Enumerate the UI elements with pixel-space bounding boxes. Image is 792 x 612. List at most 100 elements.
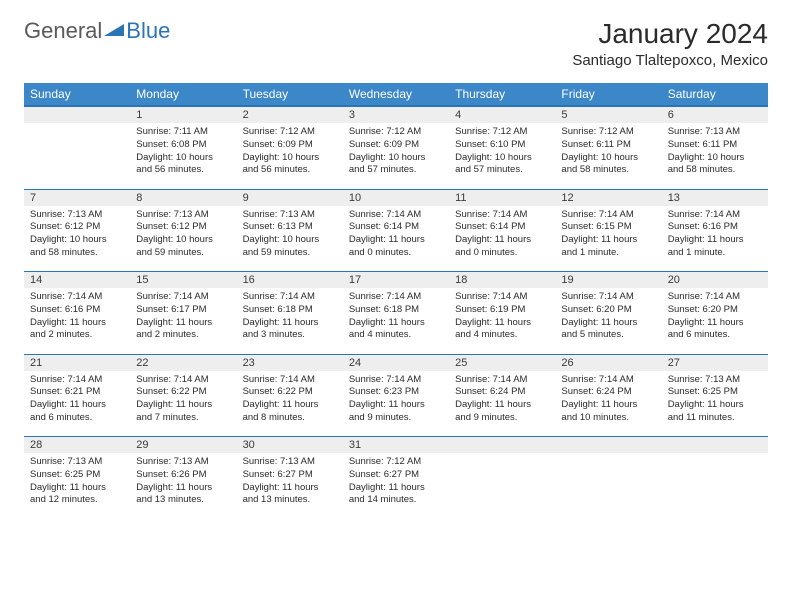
month-title: January 2024 xyxy=(572,18,768,50)
day-body-cell: Sunrise: 7:14 AMSunset: 6:20 PMDaylight:… xyxy=(555,288,661,354)
daylight-text: Daylight: 11 hours and 0 minutes. xyxy=(349,234,443,260)
sunrise-text: Sunrise: 7:14 AM xyxy=(561,291,655,304)
day-body-cell: Sunrise: 7:14 AMSunset: 6:18 PMDaylight:… xyxy=(343,288,449,354)
day-number-cell: 7 xyxy=(24,189,130,206)
sunrise-text: Sunrise: 7:14 AM xyxy=(561,209,655,222)
day-number-cell: 26 xyxy=(555,354,661,371)
daylight-text: Daylight: 10 hours and 56 minutes. xyxy=(136,152,230,178)
sunrise-text: Sunrise: 7:13 AM xyxy=(243,456,337,469)
sunrise-text: Sunrise: 7:14 AM xyxy=(561,374,655,387)
day-number-cell: 22 xyxy=(130,354,236,371)
sunrise-text: Sunrise: 7:14 AM xyxy=(243,374,337,387)
sunrise-text: Sunrise: 7:12 AM xyxy=(561,126,655,139)
day-body-cell xyxy=(24,123,130,189)
calendar-page: General Blue January 2024 Santiago Tlalt… xyxy=(0,0,792,537)
weekday-header: Wednesday xyxy=(343,83,449,106)
sunset-text: Sunset: 6:19 PM xyxy=(455,304,549,317)
daylight-text: Daylight: 11 hours and 2 minutes. xyxy=(136,317,230,343)
day-number-cell: 2 xyxy=(237,106,343,123)
day-number-cell xyxy=(662,437,768,454)
day-body-cell: Sunrise: 7:13 AMSunset: 6:26 PMDaylight:… xyxy=(130,453,236,519)
day-number-row: 123456 xyxy=(24,106,768,123)
sunrise-text: Sunrise: 7:11 AM xyxy=(136,126,230,139)
day-number-row: 14151617181920 xyxy=(24,272,768,289)
day-body-cell xyxy=(555,453,661,519)
sunset-text: Sunset: 6:15 PM xyxy=(561,221,655,234)
day-number-cell: 18 xyxy=(449,272,555,289)
day-number-cell: 25 xyxy=(449,354,555,371)
day-body-cell: Sunrise: 7:12 AMSunset: 6:27 PMDaylight:… xyxy=(343,453,449,519)
day-body-cell: Sunrise: 7:14 AMSunset: 6:20 PMDaylight:… xyxy=(662,288,768,354)
daylight-text: Daylight: 11 hours and 7 minutes. xyxy=(136,399,230,425)
sunset-text: Sunset: 6:26 PM xyxy=(136,469,230,482)
day-body-cell: Sunrise: 7:14 AMSunset: 6:18 PMDaylight:… xyxy=(237,288,343,354)
daylight-text: Daylight: 11 hours and 11 minutes. xyxy=(668,399,762,425)
sunrise-text: Sunrise: 7:13 AM xyxy=(136,456,230,469)
daylight-text: Daylight: 11 hours and 8 minutes. xyxy=(243,399,337,425)
calendar-body: 123456Sunrise: 7:11 AMSunset: 6:08 PMDay… xyxy=(24,106,768,519)
daylight-text: Daylight: 11 hours and 13 minutes. xyxy=(136,482,230,508)
day-body-cell: Sunrise: 7:14 AMSunset: 6:23 PMDaylight:… xyxy=(343,371,449,437)
day-body-cell: Sunrise: 7:14 AMSunset: 6:19 PMDaylight:… xyxy=(449,288,555,354)
sunrise-text: Sunrise: 7:13 AM xyxy=(136,209,230,222)
sunrise-text: Sunrise: 7:13 AM xyxy=(30,209,124,222)
sunset-text: Sunset: 6:09 PM xyxy=(349,139,443,152)
day-body-cell: Sunrise: 7:14 AMSunset: 6:22 PMDaylight:… xyxy=(130,371,236,437)
daylight-text: Daylight: 11 hours and 6 minutes. xyxy=(30,399,124,425)
sunset-text: Sunset: 6:21 PM xyxy=(30,386,124,399)
day-body-cell: Sunrise: 7:14 AMSunset: 6:24 PMDaylight:… xyxy=(449,371,555,437)
day-body-cell: Sunrise: 7:13 AMSunset: 6:12 PMDaylight:… xyxy=(130,206,236,272)
daylight-text: Daylight: 11 hours and 9 minutes. xyxy=(455,399,549,425)
day-number-cell: 9 xyxy=(237,189,343,206)
weekday-header: Saturday xyxy=(662,83,768,106)
day-number-row: 21222324252627 xyxy=(24,354,768,371)
sunrise-text: Sunrise: 7:14 AM xyxy=(136,291,230,304)
day-body-cell: Sunrise: 7:14 AMSunset: 6:14 PMDaylight:… xyxy=(343,206,449,272)
sunset-text: Sunset: 6:13 PM xyxy=(243,221,337,234)
day-body-cell: Sunrise: 7:13 AMSunset: 6:25 PMDaylight:… xyxy=(24,453,130,519)
day-body-cell: Sunrise: 7:12 AMSunset: 6:11 PMDaylight:… xyxy=(555,123,661,189)
logo-text-blue: Blue xyxy=(126,18,170,44)
sunset-text: Sunset: 6:11 PM xyxy=(561,139,655,152)
sunrise-text: Sunrise: 7:13 AM xyxy=(243,209,337,222)
sunrise-text: Sunrise: 7:14 AM xyxy=(455,291,549,304)
sunset-text: Sunset: 6:14 PM xyxy=(455,221,549,234)
sunset-text: Sunset: 6:20 PM xyxy=(561,304,655,317)
sunrise-text: Sunrise: 7:14 AM xyxy=(668,209,762,222)
daylight-text: Daylight: 11 hours and 9 minutes. xyxy=(349,399,443,425)
daylight-text: Daylight: 11 hours and 1 minute. xyxy=(561,234,655,260)
day-body-cell: Sunrise: 7:13 AMSunset: 6:27 PMDaylight:… xyxy=(237,453,343,519)
day-number-cell: 30 xyxy=(237,437,343,454)
day-number-cell: 12 xyxy=(555,189,661,206)
daylight-text: Daylight: 10 hours and 57 minutes. xyxy=(349,152,443,178)
day-number-cell: 4 xyxy=(449,106,555,123)
day-body-cell: Sunrise: 7:14 AMSunset: 6:24 PMDaylight:… xyxy=(555,371,661,437)
sunset-text: Sunset: 6:08 PM xyxy=(136,139,230,152)
day-number-cell: 13 xyxy=(662,189,768,206)
sunset-text: Sunset: 6:12 PM xyxy=(30,221,124,234)
day-body-cell: Sunrise: 7:11 AMSunset: 6:08 PMDaylight:… xyxy=(130,123,236,189)
sunset-text: Sunset: 6:11 PM xyxy=(668,139,762,152)
sunset-text: Sunset: 6:18 PM xyxy=(349,304,443,317)
daylight-text: Daylight: 10 hours and 58 minutes. xyxy=(561,152,655,178)
day-number-cell: 27 xyxy=(662,354,768,371)
day-number-cell: 15 xyxy=(130,272,236,289)
weekday-header: Sunday xyxy=(24,83,130,106)
day-body-cell: Sunrise: 7:13 AMSunset: 6:13 PMDaylight:… xyxy=(237,206,343,272)
day-number-cell: 28 xyxy=(24,437,130,454)
daylight-text: Daylight: 11 hours and 6 minutes. xyxy=(668,317,762,343)
day-number-cell: 31 xyxy=(343,437,449,454)
day-number-cell: 19 xyxy=(555,272,661,289)
daylight-text: Daylight: 11 hours and 0 minutes. xyxy=(455,234,549,260)
day-body-row: Sunrise: 7:13 AMSunset: 6:12 PMDaylight:… xyxy=(24,206,768,272)
weekday-header: Thursday xyxy=(449,83,555,106)
day-body-cell: Sunrise: 7:14 AMSunset: 6:17 PMDaylight:… xyxy=(130,288,236,354)
day-number-cell: 20 xyxy=(662,272,768,289)
day-body-cell: Sunrise: 7:14 AMSunset: 6:16 PMDaylight:… xyxy=(662,206,768,272)
day-number-cell xyxy=(24,106,130,123)
sunrise-text: Sunrise: 7:14 AM xyxy=(349,291,443,304)
sunrise-text: Sunrise: 7:14 AM xyxy=(668,291,762,304)
daylight-text: Daylight: 11 hours and 10 minutes. xyxy=(561,399,655,425)
day-number-cell: 5 xyxy=(555,106,661,123)
day-number-row: 28293031 xyxy=(24,437,768,454)
